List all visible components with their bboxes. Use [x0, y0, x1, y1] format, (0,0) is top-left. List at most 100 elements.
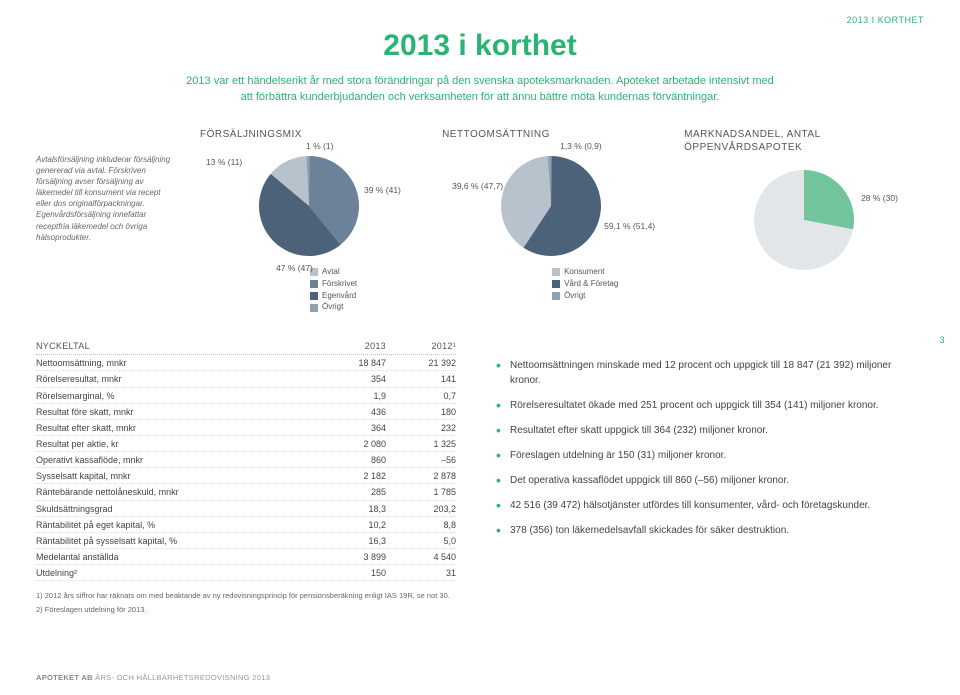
swatch-icon: [552, 292, 560, 300]
bullet-item: Föreslagen utdelning är 150 (31) miljone…: [496, 448, 924, 463]
cell-2013: 18 847: [316, 357, 386, 369]
cell-2012: 141: [386, 373, 456, 385]
cell-metric: Operativt kassaflöde, mnkr: [36, 454, 316, 466]
cell-2012: 31: [386, 567, 456, 579]
slice-label: 28 % (30): [861, 193, 898, 204]
highlights: Nettoomsättningen minskade med 12 procen…: [496, 340, 924, 619]
pie-revenue: 1,3 % (0,9) 59,1 % (51,4) 39,6 % (47,7): [496, 151, 606, 261]
cell-metric: Rörelsemarginal, %: [36, 390, 316, 402]
legend-item: Konsument: [552, 267, 660, 278]
legend-label: Konsument: [564, 267, 604, 278]
cell-metric: Räntabilitet på eget kapital, %: [36, 519, 316, 531]
cell-2013: 1,9: [316, 390, 386, 402]
bullet-item: Nettoomsättningen minskade med 12 procen…: [496, 358, 924, 388]
legend-item: Övrigt: [552, 291, 660, 302]
footer-bold: APOTEKET AB: [36, 673, 93, 682]
cell-metric: Räntabilitet på sysselsatt kapital, %: [36, 535, 316, 547]
pie-market: 28 % (30): [749, 165, 859, 275]
cell-2013: 2 080: [316, 438, 386, 450]
slice-label: 47 % (47): [276, 263, 313, 274]
cell-2012: 203,2: [386, 503, 456, 515]
bullet-item: Det operativa kassaflödet uppgick till 8…: [496, 473, 924, 488]
legend-item: Vård & Företag: [552, 279, 660, 290]
cell-2012: 5,0: [386, 535, 456, 547]
table-header: NYCKELTAL 2013 2012¹: [36, 340, 456, 355]
bottom-region: 3 NYCKELTAL 2013 2012¹ Nettoomsättning, …: [36, 340, 924, 619]
keyfigures-table: NYCKELTAL 2013 2012¹ Nettoomsättning, mn…: [36, 340, 456, 619]
table-row: Räntabilitet på eget kapital, %10,28,8: [36, 517, 456, 533]
col-2013: 2013: [316, 340, 386, 352]
chart-title: MARKNADSANDEL, ANTAL ÖPPENVÅRDSAPOTEK: [684, 128, 924, 155]
table-row: Resultat per aktie, kr2 0801 325: [36, 436, 456, 452]
cell-2013: 10,2: [316, 519, 386, 531]
cell-2013: 436: [316, 406, 386, 418]
pie-salesmix: 13 % (11) 1 % (1) 39 % (41) 47 % (47): [254, 151, 364, 261]
swatch-icon: [552, 280, 560, 288]
swatch-icon: [552, 268, 560, 276]
slice-label: 59,1 % (51,4): [604, 221, 655, 232]
cell-metric: Skuldsättningsgrad: [36, 503, 316, 515]
cell-metric: Räntebärande nettolåneskuld, mnkr: [36, 486, 316, 498]
page-number: 3: [934, 334, 950, 346]
table-row: Medelantal anställda3 8994 540: [36, 549, 456, 565]
intro-text: 2013 var ett händelserikt år med stora f…: [180, 73, 780, 106]
table-row: Räntabilitet på sysselsatt kapital, %16,…: [36, 533, 456, 549]
legend-label: Övrigt: [322, 302, 343, 313]
cell-2013: 2 182: [316, 470, 386, 482]
cell-2012: 8,8: [386, 519, 456, 531]
chart-title: FÖRSÄLJNINGSMIX: [200, 128, 418, 142]
legend-revenue: KonsumentVård & FöretagÖvrigt: [552, 267, 660, 301]
legend-label: Egenvård: [322, 291, 356, 302]
cell-2013: 364: [316, 422, 386, 434]
table-row: Skuldsättningsgrad18,3203,2: [36, 501, 456, 517]
cell-2013: 860: [316, 454, 386, 466]
slice-label: 1,3 % (0,9): [560, 141, 602, 152]
cell-2013: 16,3: [316, 535, 386, 547]
slice-label: 39,6 % (47,7): [452, 181, 503, 192]
cell-2013: 150: [316, 567, 386, 579]
table-row: Rörelseresultat, mnkr354141: [36, 371, 456, 387]
col-2012: 2012¹: [386, 340, 456, 352]
cell-2013: 285: [316, 486, 386, 498]
cell-2013: 354: [316, 373, 386, 385]
legend-item: Övrigt: [310, 302, 418, 313]
swatch-icon: [310, 304, 318, 312]
col-metric: NYCKELTAL: [36, 340, 316, 352]
table-row: Operativt kassaflöde, mnkr860–56: [36, 452, 456, 468]
table-row: Sysselsatt kapital, mnkr2 1822 878: [36, 468, 456, 484]
cell-metric: Resultat före skatt, mnkr: [36, 406, 316, 418]
cell-metric: Resultat per aktie, kr: [36, 438, 316, 450]
side-note: Avtalsförsäljning inkluderar försäljning…: [36, 128, 176, 244]
bullet-item: 42 516 (39 472) hälsotjänster utfördes t…: [496, 498, 924, 513]
cell-2013: 3 899: [316, 551, 386, 563]
bullet-item: Resultatet efter skatt uppgick till 364 …: [496, 423, 924, 438]
cell-2012: 1 325: [386, 438, 456, 450]
bullet-item: 378 (356) ton läkemedelsavfall skickades…: [496, 523, 924, 538]
footer-brand: APOTEKET AB ÅRS- OCH HÅLLBARHETSREDOVISN…: [36, 673, 270, 683]
cell-2012: 180: [386, 406, 456, 418]
bullet-list: Nettoomsättningen minskade med 12 procen…: [496, 358, 924, 538]
swatch-icon: [310, 280, 318, 288]
footnote: 1) 2012 års siffror har räknats om med b…: [36, 591, 456, 601]
table-row: Rörelsemarginal, %1,90,7: [36, 388, 456, 404]
chart-market: MARKNADSANDEL, ANTAL ÖPPENVÅRDSAPOTEK 28…: [684, 128, 924, 281]
slice-label: 13 % (11): [206, 157, 242, 168]
legend-label: Vård & Företag: [564, 279, 618, 290]
cell-2012: 1 785: [386, 486, 456, 498]
legend-label: Avtal: [322, 267, 340, 278]
cell-metric: Sysselsatt kapital, mnkr: [36, 470, 316, 482]
table-row: Räntebärande nettolåneskuld, mnkr2851 78…: [36, 484, 456, 500]
cell-metric: Rörelseresultat, mnkr: [36, 373, 316, 385]
cell-2013: 18,3: [316, 503, 386, 515]
table-row: Utdelning²15031: [36, 565, 456, 581]
legend-label: Förskrivet: [322, 279, 357, 290]
cell-2012: 21 392: [386, 357, 456, 369]
title-block: 2013 i korthet 2013 var ett händelserikt…: [36, 26, 924, 106]
cell-metric: Medelantal anställda: [36, 551, 316, 563]
cell-2012: 0,7: [386, 390, 456, 402]
cell-metric: Resultat efter skatt, mnkr: [36, 422, 316, 434]
legend-salesmix: AvtalFörskrivetEgenvårdÖvrigt: [310, 267, 418, 313]
cell-metric: Nettoomsättning, mnkr: [36, 357, 316, 369]
bullet-item: Rörelseresultatet ökade med 251 procent …: [496, 398, 924, 413]
footnote: 2) Föreslagen utdelning för 2013.: [36, 605, 456, 615]
